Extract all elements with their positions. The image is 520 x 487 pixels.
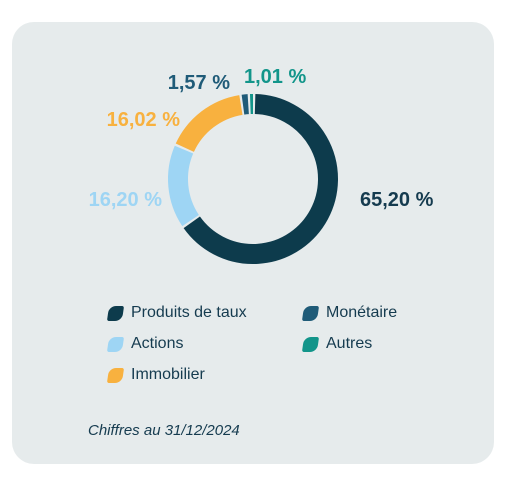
- footnote: Chiffres au 31/12/2024: [88, 422, 240, 439]
- legend-label: Produits de taux: [131, 304, 247, 321]
- donut-slice-monetaire: [241, 94, 249, 115]
- legend-swatch: [301, 305, 320, 321]
- legend-item-produits-de-taux: Produits de taux: [106, 304, 247, 322]
- donut-chart: 65,20 % 16,20 % 16,02 % 1,57 % 1,01 %: [89, 66, 434, 264]
- legend-item-actions: Actions: [106, 335, 184, 353]
- legend-label: Autres: [326, 335, 373, 352]
- data-label-autres: 1,01 %: [244, 66, 306, 88]
- data-label-produits-de-taux: 65,20 %: [360, 189, 434, 211]
- donut-slice-actions: [168, 145, 200, 227]
- legend-item-monetaire: Monétaire: [301, 304, 398, 322]
- chart-card: 65,20 % 16,20 % 16,02 % 1,57 % 1,01 % Produi…: [12, 22, 494, 464]
- legend-swatch: [106, 305, 125, 321]
- legend-label: Actions: [131, 335, 184, 352]
- data-label-immobilier: 16,02 %: [107, 109, 181, 131]
- legend-item-immobilier: Immobilier: [106, 366, 205, 384]
- legend-item-autres: Autres: [301, 335, 373, 353]
- donut-slice-immobilier: [175, 95, 243, 153]
- data-label-actions: 16,20 %: [89, 189, 163, 211]
- legend-label: Immobilier: [131, 366, 205, 383]
- legend-label: Monétaire: [326, 304, 398, 321]
- legend-swatch: [301, 336, 320, 352]
- legend-swatch: [106, 367, 125, 383]
- donut-slice-produits-de-taux: [183, 94, 338, 264]
- legend-swatch: [106, 336, 125, 352]
- data-label-monetaire: 1,57 %: [168, 72, 230, 94]
